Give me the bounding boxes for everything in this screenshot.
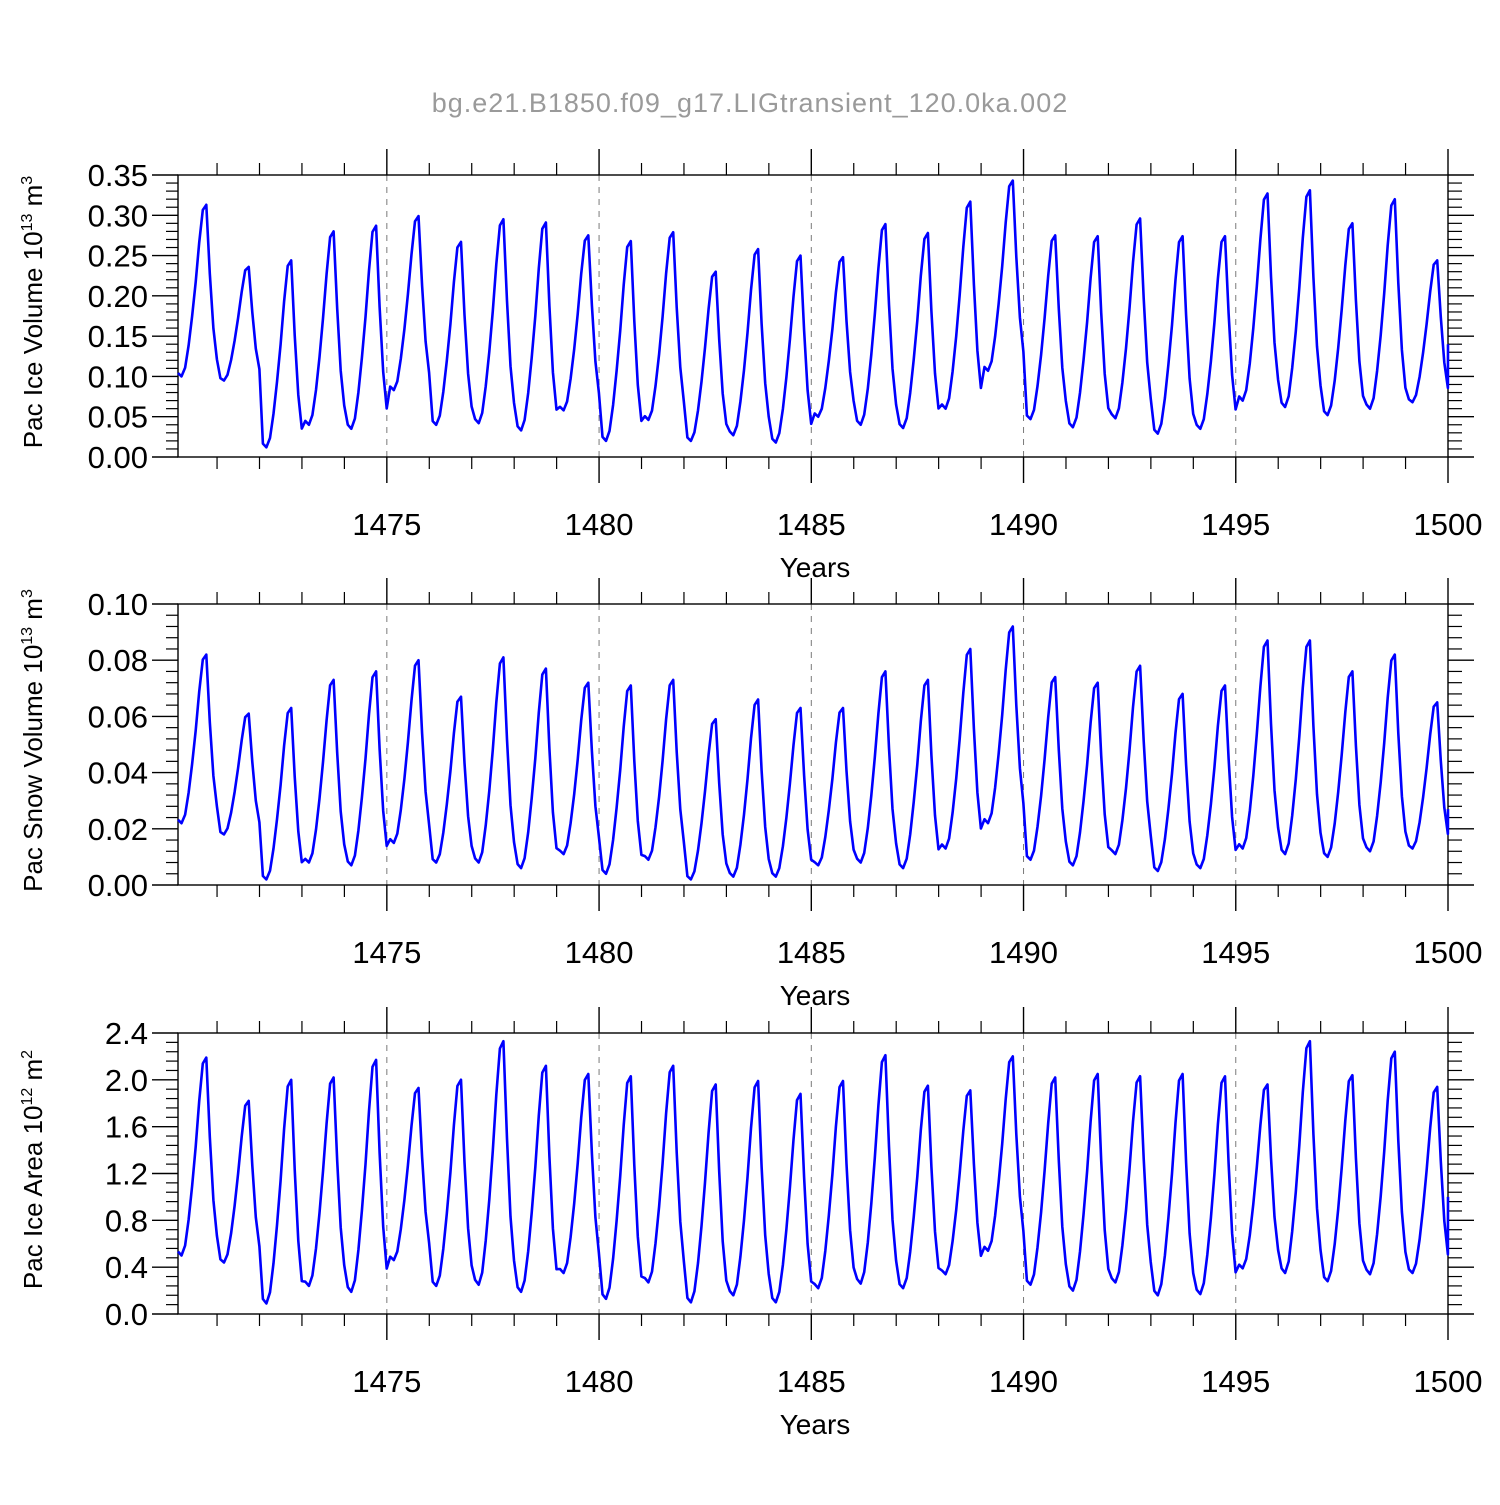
- y-tick-label: 0.4: [105, 1250, 148, 1285]
- y-tick-label: 0.06: [88, 699, 148, 734]
- y-tick-label: 0.8: [105, 1203, 148, 1238]
- y-tick-label: 0.15: [88, 319, 148, 354]
- y-tick-label: 2.0: [105, 1063, 148, 1098]
- chart-panel-2: 1475 1480 1485 1490 1495 1500 Years 0.00 0.02 0.0…: [18, 578, 1482, 1011]
- x-tick-label: 1485: [777, 507, 846, 542]
- x-tick-label: 1500: [1414, 935, 1483, 970]
- y-tick-label: 2.4: [105, 1016, 148, 1051]
- y-tick-label: 0.25: [88, 239, 148, 274]
- x-tick-label: 1490: [989, 507, 1058, 542]
- y-tick-label: 0.30: [88, 198, 148, 233]
- y-tick-label: 0.08: [88, 643, 148, 678]
- x-tick-label: 1490: [989, 1364, 1058, 1399]
- x-tick-label: 1475: [352, 507, 421, 542]
- x-tick-label: 1500: [1414, 507, 1483, 542]
- y-tick-label: 1.6: [105, 1110, 148, 1145]
- y-tick-label: 0.02: [88, 812, 148, 847]
- y-axis-label: Pac Snow Volume 1013 m3: [18, 589, 48, 892]
- x-tick-label: 1490: [989, 935, 1058, 970]
- x-tick-label: 1475: [352, 935, 421, 970]
- x-tick-label: 1480: [565, 935, 634, 970]
- y-tick-label: 0.00: [88, 868, 148, 903]
- y-axis-label: Pac Ice Area 1012 m2: [18, 1050, 48, 1289]
- x-tick-label: 1485: [777, 1364, 846, 1399]
- y-tick-label: 0.10: [88, 587, 148, 622]
- y-tick-label: 0.04: [88, 756, 148, 791]
- y-tick-label: 0.0: [105, 1297, 148, 1332]
- x-tick-label: 1495: [1201, 1364, 1270, 1399]
- x-tick-label: 1495: [1201, 507, 1270, 542]
- y-tick-label: 0.20: [88, 279, 148, 314]
- x-axis-label: Years: [780, 980, 851, 1011]
- x-tick-label: 1485: [777, 935, 846, 970]
- x-axis-label: Years: [780, 552, 851, 583]
- chart-panel-1: 1475 1480 1485 1490 1495 1500 Years 0.00 0.05 0.1…: [18, 149, 1482, 583]
- x-tick-label: 1475: [352, 1364, 421, 1399]
- figure-title: bg.e21.B1850.f09_g17.LIGtransient_120.0k…: [432, 88, 1068, 118]
- y-axis-label: Pac Ice Volume 1013 m3: [18, 176, 48, 449]
- chart-panel-3: 1475 1480 1485 1490 1495 1500 Years 0.0 0.4 0.8 1.…: [18, 1007, 1482, 1440]
- series-line: [177, 625, 1450, 881]
- plot-frame: [177, 174, 1449, 458]
- x-tick-label: 1480: [565, 507, 634, 542]
- y-tick-label: 0.05: [88, 400, 148, 435]
- series-line: [177, 1039, 1450, 1305]
- x-axis-label: Years: [780, 1409, 851, 1440]
- x-tick-label: 1495: [1201, 935, 1270, 970]
- x-tick-label: 1480: [565, 1364, 634, 1399]
- y-tick-label: 0.10: [88, 359, 148, 394]
- y-tick-label: 1.2: [105, 1157, 148, 1192]
- y-tick-label: 0.00: [88, 440, 148, 475]
- series-line: [177, 179, 1450, 449]
- y-tick-label: 0.35: [88, 158, 148, 193]
- plot-frame: [177, 603, 1449, 886]
- x-tick-label: 1500: [1414, 1364, 1483, 1399]
